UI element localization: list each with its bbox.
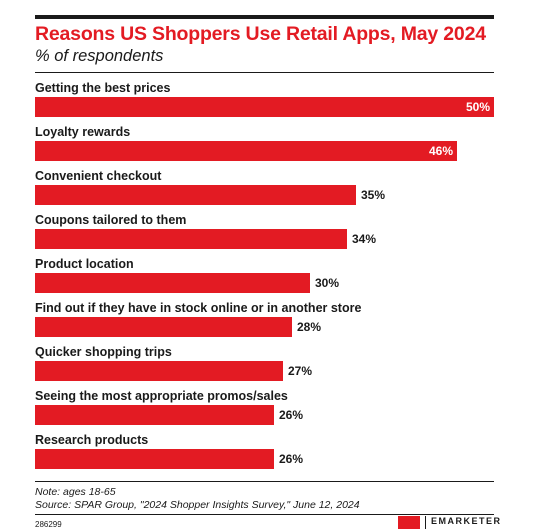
category-label: Loyalty rewards [35, 125, 131, 139]
category-label: Convenient checkout [35, 169, 162, 183]
bar [35, 229, 347, 249]
bar [35, 141, 457, 161]
category-label: Seeing the most appropriate promos/sales [35, 389, 288, 403]
chart-note: Note: ages 18-65 [35, 486, 116, 498]
category-label: Coupons tailored to them [35, 213, 187, 227]
chart-subtitle: % of respondents [35, 47, 164, 65]
logo-text: EMARKETER [431, 516, 502, 526]
bar [35, 405, 274, 425]
bottom-divider [35, 514, 494, 515]
category-label: Find out if they have in stock online or… [35, 301, 362, 315]
footer-divider [35, 481, 494, 482]
bar [35, 361, 283, 381]
top-rule [35, 15, 494, 19]
chart-id: 286299 [35, 520, 62, 529]
value-label: 26% [279, 408, 304, 422]
value-label: 46% [428, 144, 453, 158]
value-label: 30% [315, 276, 340, 290]
value-label: 28% [297, 320, 322, 334]
value-label: 27% [288, 364, 313, 378]
value-label: 26% [279, 452, 304, 466]
value-label: 35% [361, 188, 386, 202]
category-label: Quicker shopping trips [35, 345, 172, 359]
value-label: 34% [352, 232, 377, 246]
category-label: Getting the best prices [35, 81, 171, 95]
bar [35, 97, 494, 117]
chart-source: Source: SPAR Group, "2024 Shopper Insigh… [35, 499, 360, 511]
bar [35, 185, 356, 205]
chart-title: Reasons US Shoppers Use Retail Apps, May… [35, 23, 486, 45]
category-label: Product location [35, 257, 134, 271]
header-divider [35, 72, 494, 73]
bar [35, 449, 274, 469]
logo-separator [425, 516, 426, 529]
emarketer-logo: EMARKETER [398, 516, 502, 529]
emarketer-logo-icon [398, 516, 420, 529]
bar [35, 317, 292, 337]
category-label: Research products [35, 433, 149, 447]
value-label: 50% [465, 100, 490, 114]
bar [35, 273, 310, 293]
